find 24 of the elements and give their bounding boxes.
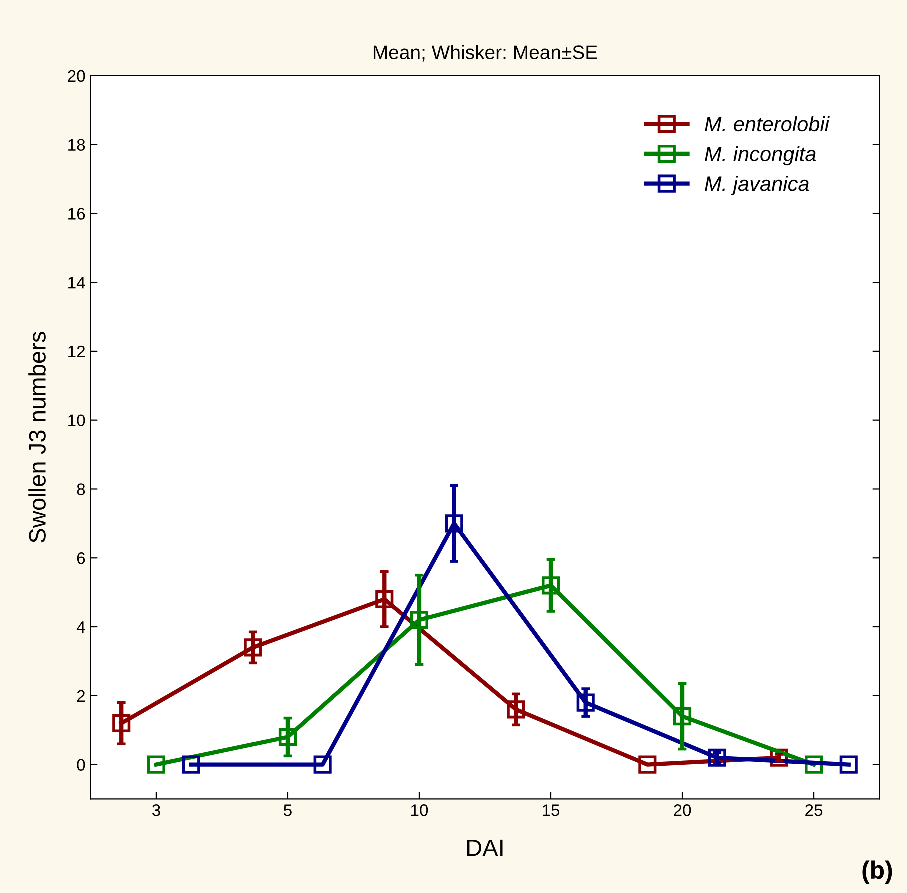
legend-label: M. incongita: [705, 146, 816, 166]
x-tick-label: 25: [806, 804, 823, 816]
chart-title: Mean; Whisker: Mean±SE: [374, 45, 598, 62]
y-tick-label: 0: [77, 759, 86, 771]
x-axis-title: DAI: [468, 840, 503, 856]
x-tick-label: 3: [152, 804, 160, 816]
y-tick-label: 6: [77, 552, 86, 564]
y-tick-label: 2: [77, 690, 86, 702]
text: (b): [862, 860, 892, 884]
y-tick-label: 12: [68, 346, 86, 358]
y-tick-label: 4: [76, 622, 86, 634]
x-tick-label: 20: [674, 804, 692, 816]
y-tick-label: 18: [68, 139, 86, 151]
x-tick-label: 5: [284, 804, 292, 816]
x-tick-label: 15: [543, 804, 560, 816]
y-tick-label: 8: [77, 484, 86, 496]
y-tick-label: 14: [68, 277, 86, 289]
legend-label: M. enterolobii: [705, 116, 830, 132]
legend-label: M. javanica: [705, 176, 810, 196]
y-tick-label: 10: [68, 414, 86, 427]
y-tick-label: 20: [68, 70, 86, 82]
x-tick-label: 10: [411, 804, 428, 816]
y-axis-title: Swollen J3 numbers: [28, 332, 46, 543]
y-tick-label: 16: [68, 208, 86, 220]
